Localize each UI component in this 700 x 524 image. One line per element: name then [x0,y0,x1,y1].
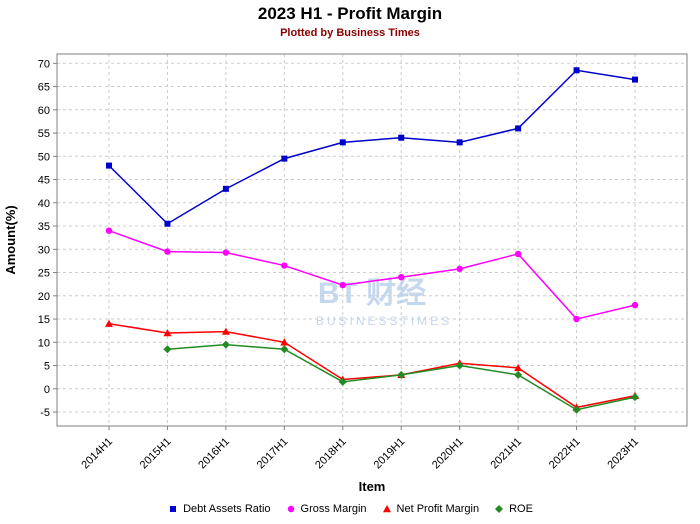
x-tick-label: 2017H1 [255,436,291,472]
legend-item-roe: ROE [493,503,533,515]
chart-subtitle: Plotted by Business Times [280,27,420,39]
x-tick-label: 2020H1 [430,436,466,472]
series-debt-assets-ratio [106,67,638,227]
legend-label: Net Profit Margin [396,503,480,515]
x-tick-label: 2022H1 [547,436,583,472]
x-tick-label: 2018H1 [313,436,349,472]
y-tick-label: 30 [38,244,50,256]
legend-label: Debt Assets Ratio [183,503,271,515]
legend-marker-diamond-icon [495,505,504,513]
legend-item-gross-margin: Gross Margin [285,503,367,515]
y-tick-label: 40 [38,198,50,210]
y-tick-label: 0 [44,384,50,396]
y-tick-label: 20 [38,291,50,303]
chart-legend: Debt Assets Ratio Gross Margin Net Profit … [0,499,700,519]
plot-area: BT 财经BUSINESSTIMES-505101520253035404550… [38,53,688,472]
legend-item-debt-assets-ratio: Debt Assets Ratio [167,503,271,515]
y-tick-label: 45 [38,175,50,187]
legend-marker-triangle-icon [382,505,391,513]
x-tick-label: 2016H1 [196,436,232,472]
legend-marker-square-icon [170,506,177,512]
y-tick-label: 70 [38,58,50,70]
y-tick-label: 50 [38,151,50,163]
legend-marker-circle-icon [287,505,294,513]
watermark-caption-text: BUSINESSTIMES [316,314,452,328]
legend-label: Gross Margin [300,503,367,515]
legend-item-net-profit-margin: Net Profit Margin [381,503,480,515]
chart-title: 2023 H1 - Profit Margin [257,4,443,23]
series-roe [163,340,639,414]
y-tick-label: 10 [38,337,50,349]
y-tick-label: 5 [44,361,50,373]
y-tick-label: 25 [38,268,50,280]
x-tick-label: 2021H1 [488,436,524,472]
x-tick-label: 2015H1 [138,436,174,472]
y-tick-label: 15 [38,314,50,326]
y-tick-label: 65 [38,82,50,94]
x-tick-label: 2014H1 [79,436,115,472]
profit-margin-line-chart: Amount(%) Item BT 财经BUSINESSTIMES-505101… [3,53,688,494]
y-axis-title: Amount(%) [3,205,18,274]
series-gross-margin [105,227,639,323]
x-tick-label: 2023H1 [605,436,641,472]
y-tick-label: 55 [38,128,50,140]
y-tick-label: 35 [38,221,50,233]
x-axis-title: Item [359,479,386,494]
y-tick-label: 60 [38,105,50,117]
x-tick-label: 2019H1 [372,436,408,472]
y-tick-label: -5 [40,407,50,419]
legend-label: ROE [509,503,533,515]
